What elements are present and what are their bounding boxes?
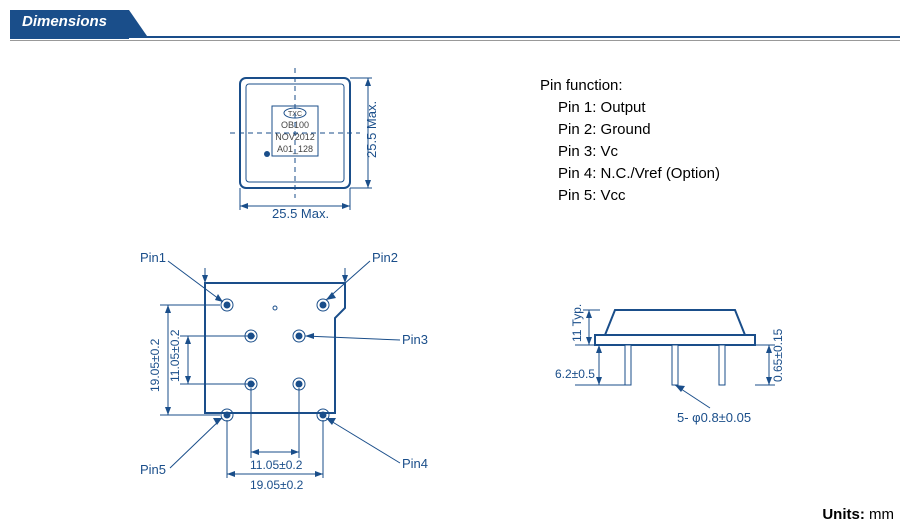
top-dim-vertical: 25.5 Max.	[364, 101, 379, 158]
top-dim-horizontal: 25.5 Max.	[272, 206, 329, 218]
pin-function-item: Pin 2: Ground	[558, 119, 720, 141]
pin-function-item: Pin 4: N.C./Vref (Option)	[558, 163, 720, 185]
pin-label: Pin2	[372, 250, 398, 265]
pin-label: Pin4	[402, 456, 428, 471]
bottom-dim-outer-v: 19.05±0.2	[148, 338, 162, 392]
units-prefix: Units:	[822, 506, 865, 523]
header-rule-2	[10, 40, 900, 41]
side-dim-lead: 0.65±0.15	[771, 328, 785, 382]
pin-label: Pin5	[140, 462, 166, 477]
pin-function-title: Pin function:	[540, 75, 720, 97]
units-label: Units: mm	[822, 506, 894, 523]
pin-function-item: Pin 1: Output	[558, 97, 720, 119]
bottom-dim-inner-v: 11.05±0.2	[168, 329, 182, 382]
pin-function-block: Pin function: Pin 1: Output Pin 2: Groun…	[540, 75, 720, 207]
side-dim-hole: 5- φ0.8±0.05	[677, 410, 751, 425]
side-view-drawing: 11 Typ. 6.2±0.5 0.65±0.15 5- φ0.8±0.05	[555, 280, 815, 460]
pin-function-item: Pin 5: Vcc	[558, 185, 720, 207]
side-dim-height: 11 Typ.	[570, 304, 584, 342]
pin-function-item: Pin 3: Vc	[558, 141, 720, 163]
header-rule-1	[10, 36, 900, 38]
side-dim-standoff: 6.2±0.5	[555, 367, 595, 381]
page: { "header": {"tab": "Dimensions"}, "unit…	[0, 0, 910, 531]
units-value: mm	[869, 506, 894, 523]
top-view-drawing: TXC OB100 NOV2012 A01_128 25.5 Max. 25.5…	[220, 58, 430, 218]
pin-label: Pin1	[140, 250, 166, 265]
bottom-dim-inner-h: 11.05±0.2	[250, 458, 303, 472]
bottom-view-drawing: Pin1 Pin2 Pin3 Pin4 Pin5 11.05±0.2 19.05…	[110, 228, 490, 528]
header: Dimensions	[10, 10, 900, 42]
bottom-dim-outer-h: 19.05±0.2	[250, 478, 304, 492]
section-tab: Dimensions	[10, 10, 129, 39]
pin-label: Pin3	[402, 332, 428, 347]
